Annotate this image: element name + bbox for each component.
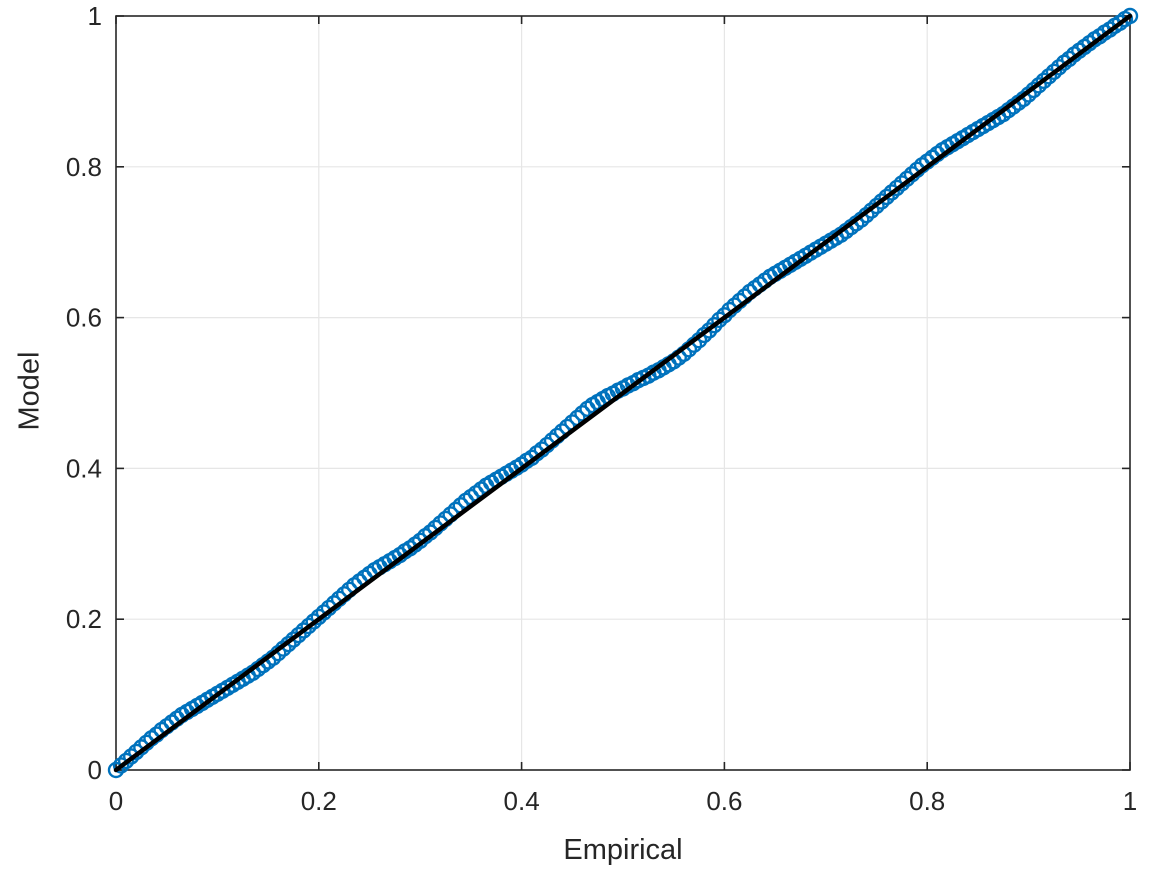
data-point-marker bbox=[716, 307, 733, 324]
x-tick-label: 0 bbox=[109, 786, 123, 816]
data-point-marker bbox=[1030, 77, 1047, 94]
x-axis-label: Empirical bbox=[563, 834, 683, 866]
data-point-marker bbox=[883, 184, 900, 201]
data-point-marker bbox=[310, 608, 327, 626]
data-point-marker bbox=[300, 617, 317, 635]
data-point-marker bbox=[107, 761, 125, 779]
data-point-marker bbox=[1035, 72, 1053, 90]
axes-box bbox=[115, 15, 1131, 771]
data-point-marker bbox=[711, 311, 728, 329]
data-point-marker bbox=[1040, 68, 1058, 85]
data-point-marker bbox=[285, 631, 302, 648]
data-point-marker bbox=[863, 202, 880, 219]
y-axis-label: Model bbox=[13, 351, 46, 431]
data-point-marker bbox=[290, 626, 307, 644]
x-tick-label: 0.8 bbox=[909, 786, 945, 816]
data-point-marker bbox=[700, 322, 718, 339]
data-point-marker bbox=[295, 622, 312, 639]
data-point-marker bbox=[1045, 63, 1063, 80]
data-point-marker bbox=[706, 316, 723, 334]
data-point-marker bbox=[893, 175, 911, 192]
data-point-marker bbox=[695, 326, 713, 344]
data-point-marker bbox=[117, 752, 135, 770]
data-point-marker bbox=[1060, 50, 1078, 68]
data-point-marker bbox=[280, 635, 297, 653]
y-tick-label: 0.4 bbox=[66, 453, 102, 483]
data-point-marker bbox=[873, 193, 890, 210]
data-point-marker bbox=[878, 188, 895, 206]
reference-line bbox=[113, 13, 1133, 773]
x-tick-label: 1 bbox=[1123, 786, 1137, 816]
data-point-marker bbox=[1121, 7, 1139, 25]
y-tick-label: 1 bbox=[88, 1, 102, 31]
data-point-marker bbox=[868, 197, 885, 215]
data-point-marker bbox=[1025, 81, 1042, 99]
y-tick-label: 0.6 bbox=[66, 303, 102, 333]
data-point-marker bbox=[305, 613, 322, 630]
y-tick-label: 0.2 bbox=[66, 604, 102, 634]
data-point-marker bbox=[112, 757, 130, 774]
x-tick-label: 0.4 bbox=[504, 786, 540, 816]
x-tick-label: 0.6 bbox=[706, 786, 742, 816]
y-tick-label: 0 bbox=[88, 755, 102, 785]
x-tick-label: 0.2 bbox=[301, 786, 337, 816]
y-tick-label: 0.8 bbox=[66, 152, 102, 182]
data-point-marker bbox=[1050, 59, 1068, 76]
data-point-marker bbox=[888, 179, 905, 197]
data-point-marker bbox=[123, 748, 140, 765]
